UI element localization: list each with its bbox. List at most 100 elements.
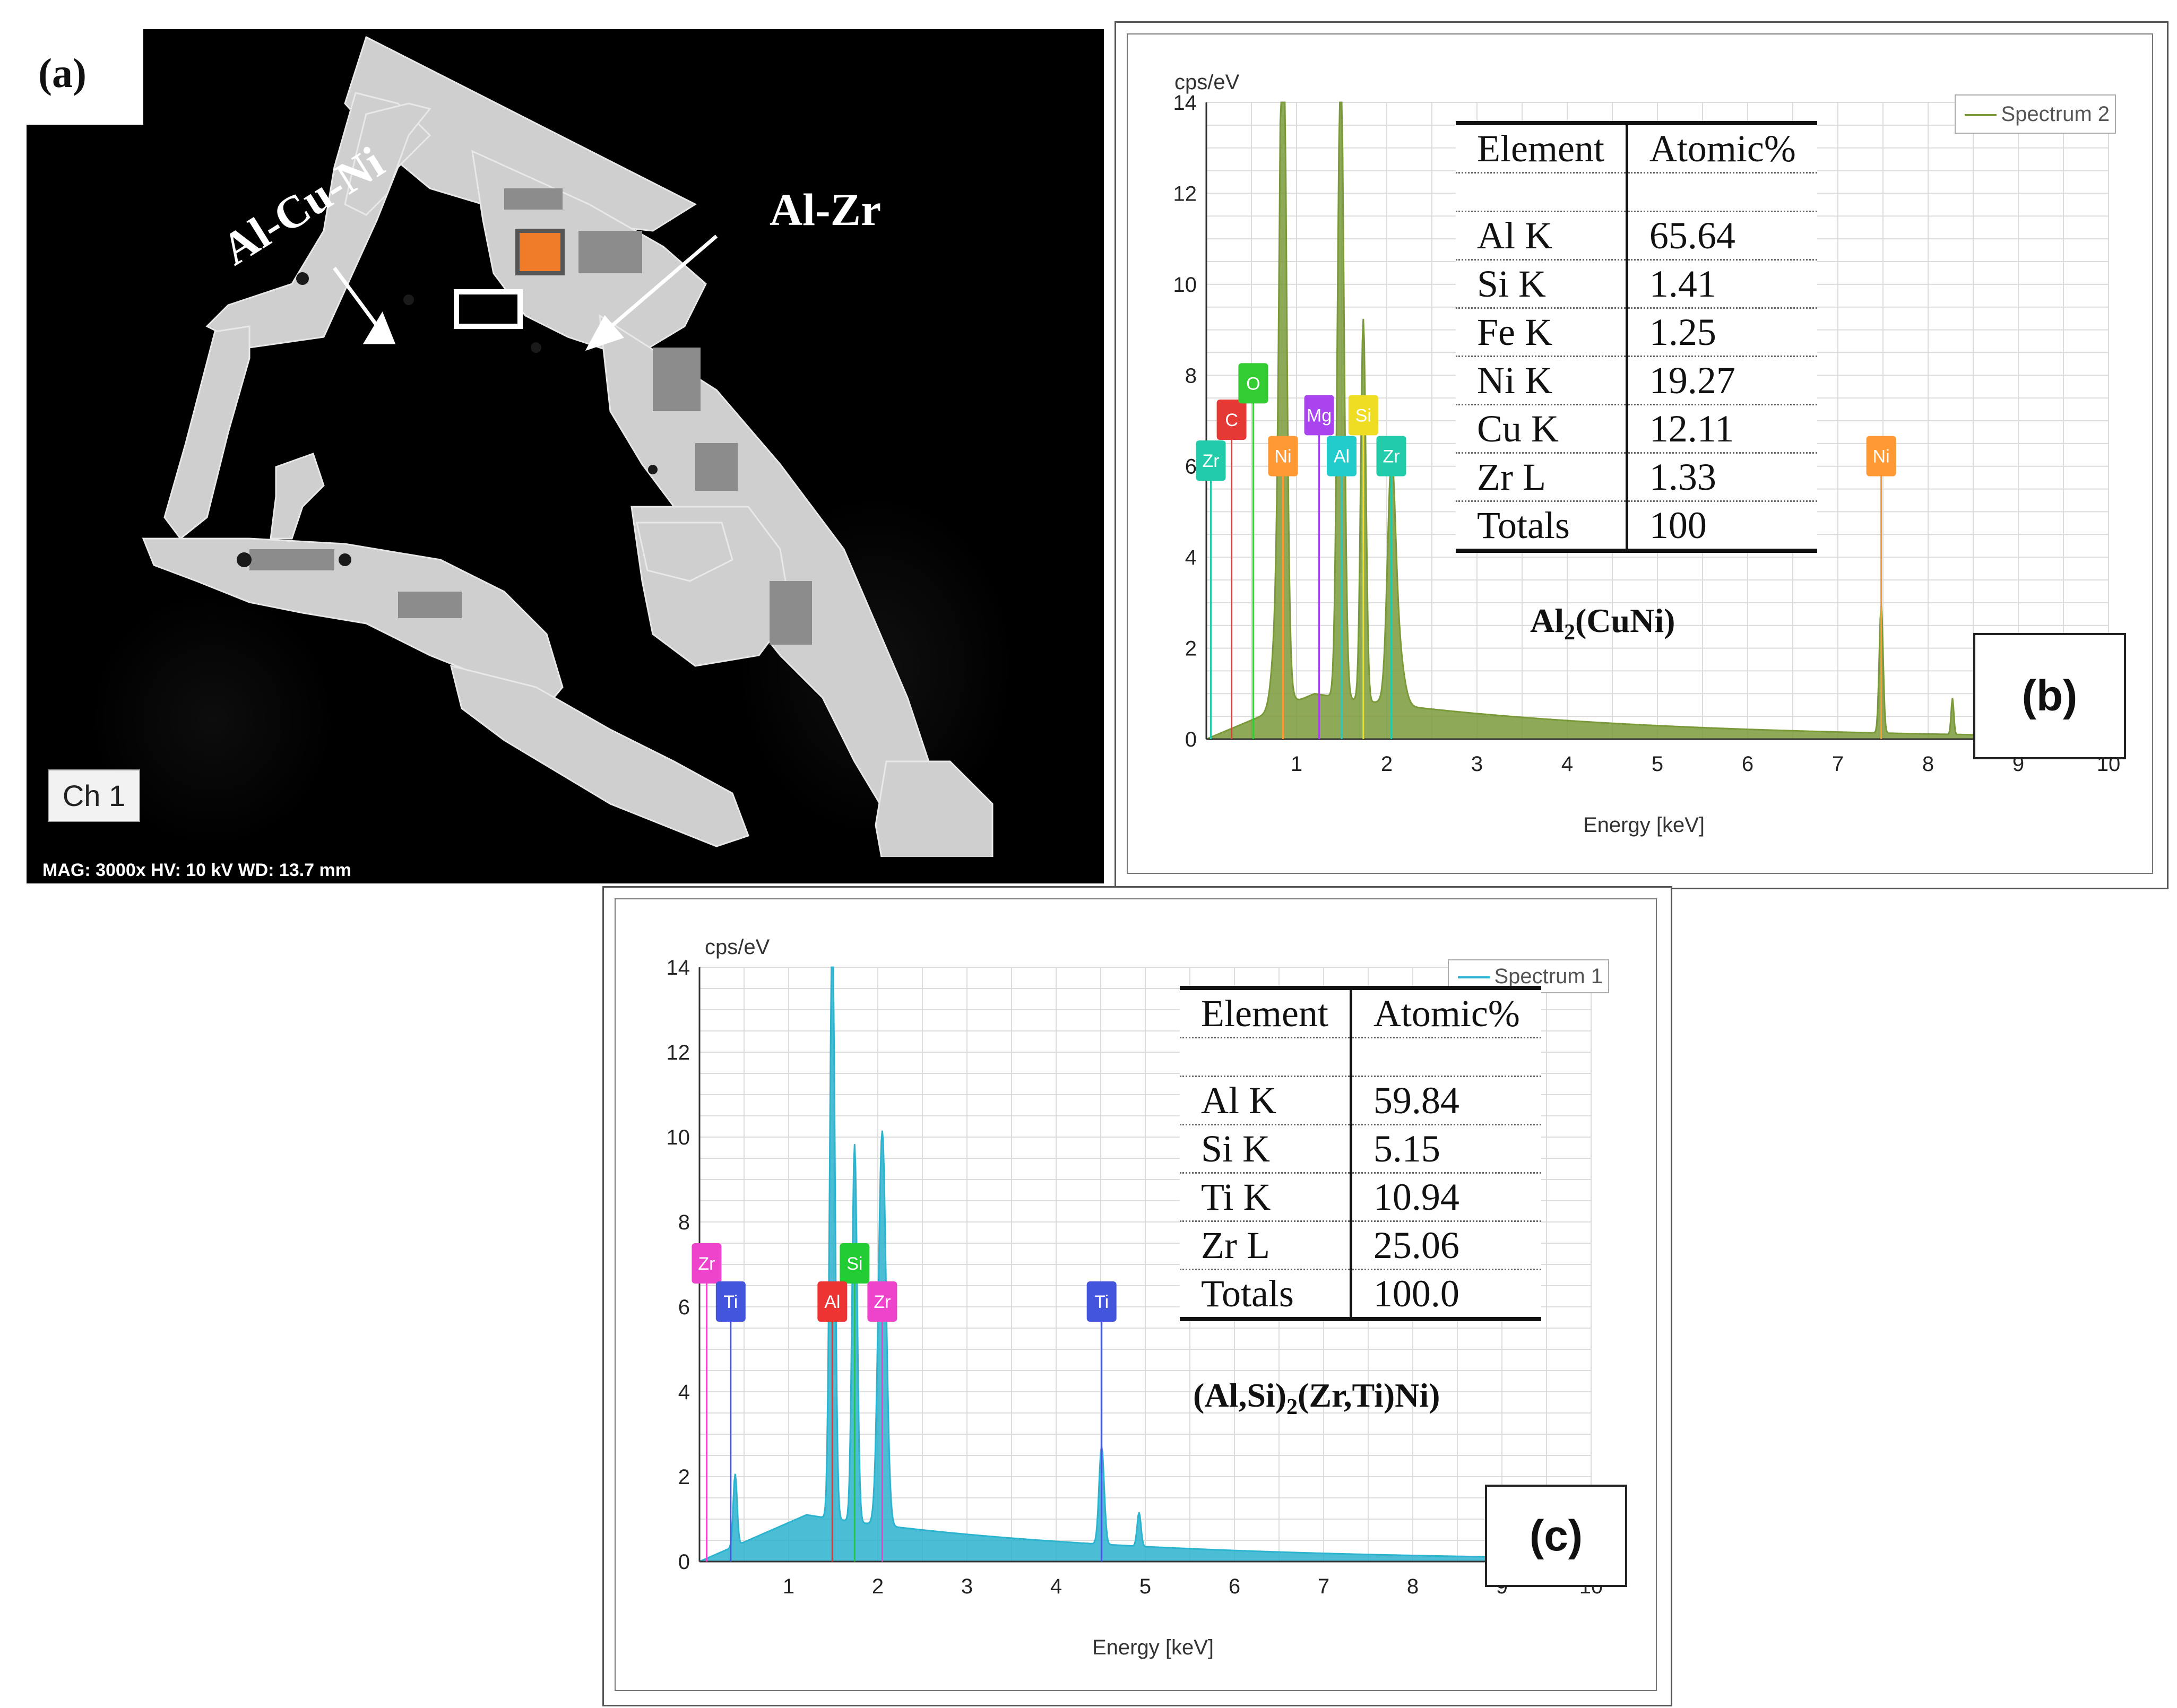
table-cell: 65.64 (1627, 211, 1817, 261)
element-tag-label: Zr (1383, 447, 1400, 467)
y-tick-label: 2 (1185, 637, 1197, 661)
element-tag-label: Zr (1202, 451, 1219, 471)
sem-micrograph (90, 36, 1074, 883)
element-tag (1866, 436, 1896, 476)
table-cell: Al K (1180, 1076, 1352, 1125)
table-row: Cu K 12.11 (1456, 404, 1817, 454)
legend-swatch-b (1965, 114, 1997, 117)
element-tag (840, 1243, 870, 1284)
element-tag (867, 1281, 897, 1322)
x-tick-label: 8 (1407, 1575, 1419, 1598)
table-cell: 10.94 (1351, 1173, 1541, 1222)
table-cell: Cu K (1456, 404, 1628, 454)
formula-c: (Al,Si)2(Zr,Ti)Ni) (1193, 1376, 1440, 1420)
al-zr-label: Al-Zr (770, 184, 882, 235)
element-tag (1327, 436, 1357, 476)
table-cell: Zr L (1456, 453, 1628, 502)
x-tick-label: 4 (1561, 752, 1573, 776)
x-tick-label: 3 (961, 1575, 973, 1598)
element-tag (1376, 436, 1406, 476)
x-axis-title-c: Energy [keV] (1092, 1636, 1214, 1659)
formula-c-sub: 2 (1286, 1394, 1298, 1419)
table-header-atomic: Atomic% (1627, 121, 1817, 174)
element-tag (715, 1281, 746, 1322)
table-cell: 25.06 (1351, 1221, 1541, 1270)
legend-b: Spectrum 2 (1955, 94, 2116, 134)
formula-b-sub: 2 (1564, 620, 1575, 645)
spectrum-area (699, 966, 1592, 1563)
table-cell: Al K (1456, 211, 1628, 261)
x-tick-label: 4 (1050, 1575, 1062, 1598)
y-tick-label: 10 (667, 1126, 690, 1149)
y-unit-c: cps/eV (705, 935, 770, 959)
table-row: Ni K 19.27 (1456, 356, 1817, 405)
channel-badge: Ch 1 (48, 769, 140, 822)
formula-c-part-b: (Zr,Ti)Ni) (1298, 1376, 1440, 1414)
table-cell: Ni K (1456, 356, 1628, 405)
table-cell: 59.84 (1351, 1076, 1541, 1125)
x-tick-label: 7 (1832, 752, 1844, 776)
y-tick-label: 6 (678, 1296, 690, 1319)
y-tick-label: 4 (678, 1381, 690, 1404)
y-tick-label: 14 (1173, 91, 1197, 115)
formula-c-part-a: (Al,Si) (1193, 1376, 1286, 1414)
table-cell: 100 (1627, 501, 1817, 553)
y-tick-label: 0 (1185, 728, 1197, 751)
x-tick-label: 6 (1229, 1575, 1240, 1598)
black-marker (454, 289, 523, 329)
element-tag (1238, 363, 1268, 404)
orange-marker (515, 229, 565, 275)
y-tick-label: 14 (667, 956, 690, 979)
element-tag (1216, 400, 1247, 440)
table-header-element: Element (1180, 986, 1352, 1038)
table-cell: Ti K (1180, 1173, 1352, 1222)
x-tick-label: 1 (783, 1575, 794, 1598)
x-tick-label: 6 (1742, 752, 1753, 776)
legend-text-c: Spectrum 1 (1494, 965, 1603, 988)
y-tick-label: 0 (678, 1550, 690, 1574)
table-cell: 12.11 (1627, 404, 1817, 454)
table-row: Fe K 1.25 (1456, 308, 1817, 357)
table-row: Al K 59.84 (1180, 1076, 1541, 1125)
table-header-element: Element (1456, 121, 1628, 174)
element-tag-label: Al (824, 1292, 840, 1312)
panel-a-label-text: (a) (38, 50, 87, 96)
eds-panel-c: 1234567891002468101214ZrTiSiAlZrTi cps/e… (602, 886, 1672, 1706)
sem-image-panel: (a) Al-Cu-Ni Al-Zr Ch 1 MAG: 3000x HV: 1… (27, 29, 1104, 883)
table-row: Zr L 25.06 (1180, 1221, 1541, 1270)
x-tick-label: 5 (1652, 752, 1663, 776)
spectrum-area (1206, 101, 2110, 740)
element-tag (817, 1281, 848, 1322)
y-tick-label: 2 (678, 1466, 690, 1489)
table-cell: Si K (1180, 1124, 1352, 1174)
element-tag (1086, 1281, 1117, 1322)
x-tick-label: 8 (1922, 752, 1934, 776)
table-cell: 1.41 (1627, 259, 1817, 309)
element-tag-label: C (1225, 410, 1238, 430)
panel-c-label: (c) (1485, 1485, 1627, 1587)
element-tag (692, 1243, 722, 1284)
y-tick-label: 10 (1173, 273, 1197, 297)
formula-b-base: Al (1530, 602, 1564, 639)
table-cell: Totals (1180, 1269, 1352, 1321)
table-cell: 1.25 (1627, 308, 1817, 357)
table-cell: Si K (1456, 259, 1628, 309)
element-tag (1196, 440, 1226, 481)
formula-b: Al2(CuNi) (1530, 601, 1675, 645)
element-tag-label: Ni (1873, 447, 1890, 467)
table-header-atomic: Atomic% (1351, 986, 1541, 1038)
legend-text-b: Spectrum 2 (2001, 102, 2110, 126)
table-cell: 100.0 (1351, 1269, 1541, 1321)
x-tick-label: 2 (872, 1575, 884, 1598)
table-row: Totals 100 (1456, 501, 1817, 553)
element-tag-label: Si (846, 1254, 862, 1274)
table-row: Zr L 1.33 (1456, 453, 1817, 502)
x-tick-label: 7 (1318, 1575, 1329, 1598)
formula-b-rest: (CuNi) (1575, 602, 1675, 639)
table-cell: Zr L (1180, 1221, 1352, 1270)
element-tag-label: Zr (874, 1292, 891, 1312)
table-cell: Totals (1456, 501, 1628, 553)
table-cell: 1.33 (1627, 453, 1817, 502)
element-tag-label: Ni (1274, 447, 1291, 467)
